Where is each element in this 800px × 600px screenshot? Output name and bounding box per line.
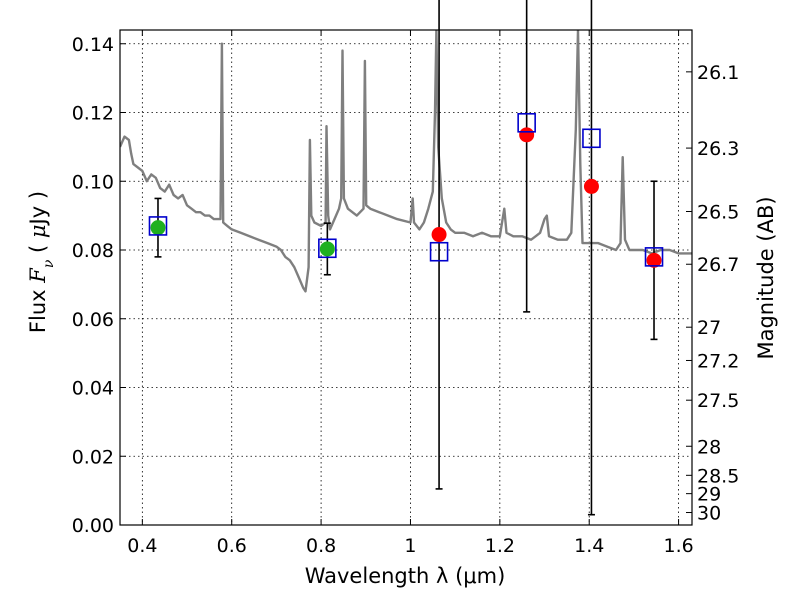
model-square <box>148 216 168 236</box>
flux-point <box>583 178 599 194</box>
y-tick-label: 0.10 <box>72 171 114 193</box>
flux-point <box>646 252 662 268</box>
mag-tick-label: 27.5 <box>697 390 739 412</box>
mag-tick-label: 26.5 <box>697 201 739 223</box>
mag-tick-label: 28 <box>697 436 721 458</box>
spectrum-line <box>120 30 692 293</box>
x-tick-label: 1 <box>404 535 416 557</box>
y-axis-label-unit-end: Jy ) <box>26 191 50 227</box>
y-axis-label-unit: ( <box>26 238 50 260</box>
flux-point <box>150 220 166 236</box>
y-tick-label: 0.12 <box>72 103 114 125</box>
model-square <box>429 241 449 262</box>
mag-tick-label: 26.1 <box>697 62 739 84</box>
mag-tick-label: 29 <box>697 484 721 506</box>
x-tick-label: 1.6 <box>663 535 693 557</box>
grid-lines <box>120 30 692 526</box>
x-tick-label: 0.8 <box>306 535 336 557</box>
error-bars <box>154 0 658 516</box>
x-axis-label: Wavelength λ (μm) <box>305 564 506 588</box>
y-axis-label-symbol: F <box>26 267 50 284</box>
y-axis-label-flux: Flux <box>26 283 50 333</box>
plot-frame <box>119 29 693 526</box>
y-axis-label-mu: μ <box>26 224 50 238</box>
model-square <box>318 238 337 259</box>
y-axis-label: Flux Fν ( μJy ) <box>26 191 57 333</box>
flux-point <box>319 241 335 257</box>
x-tick-label: 1.4 <box>574 535 604 557</box>
y-tick-label: 0.08 <box>72 240 114 262</box>
flux-point <box>519 127 535 143</box>
mag-tick-label: 26.3 <box>697 138 739 160</box>
x-tick-label: 0.6 <box>217 535 247 557</box>
y-tick-label: 0.00 <box>72 515 114 537</box>
y-tick-label: 0.14 <box>72 34 114 56</box>
data-markers <box>148 113 664 268</box>
y-axis-label-subscript: ν <box>41 259 57 268</box>
y-tick-label: 0.06 <box>72 309 114 331</box>
mag-tick-label: 26.7 <box>697 254 739 276</box>
mag-tick-label: 30 <box>697 503 721 525</box>
x-tick-label: 0.4 <box>127 535 157 557</box>
right-axis-label: Magnitude (AB) <box>754 196 778 359</box>
mag-tick-label: 28.5 <box>697 465 739 487</box>
template-spectrum <box>120 30 692 293</box>
axes: 0.4 0.6 0.8 1 1.2 1.4 1.6 0.00 0.02 0.04 0.06 0.08 0… <box>72 29 739 557</box>
model-square <box>582 128 601 149</box>
flux-point <box>431 227 447 243</box>
y-tick-label: 0.04 <box>72 378 114 400</box>
model-square <box>517 113 536 133</box>
y-tick-label: 0.02 <box>72 446 114 468</box>
mag-tick-label: 27 <box>697 317 721 339</box>
x-tick-label: 1.2 <box>485 535 515 557</box>
model-square <box>644 247 664 267</box>
mag-tick-label: 27.2 <box>697 350 739 372</box>
